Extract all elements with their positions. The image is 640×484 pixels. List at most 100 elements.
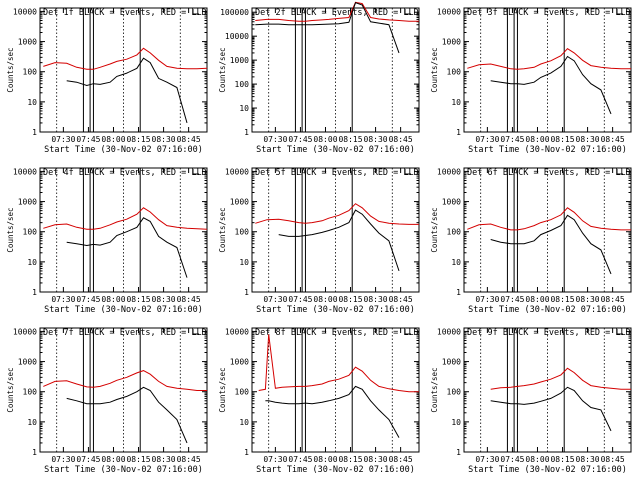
y-tick-label: 100 bbox=[23, 388, 38, 397]
y-tick-label: 100 bbox=[447, 228, 462, 237]
y-tick-label: 10000 bbox=[13, 7, 37, 16]
y-tick-label: 10 bbox=[239, 104, 249, 113]
y-axis-label: Counts/sec bbox=[430, 367, 439, 412]
y-tick-label: 1 bbox=[244, 288, 249, 297]
corner-mark bbox=[404, 169, 411, 175]
corner-mark bbox=[192, 9, 199, 15]
x-tick-label: 07:30 bbox=[475, 455, 499, 464]
series-events-line bbox=[490, 214, 612, 275]
y-tick-label: 100 bbox=[23, 228, 38, 237]
corner-mark bbox=[192, 169, 199, 175]
y-tick-label: 10 bbox=[451, 98, 461, 107]
series-lld-line bbox=[43, 207, 208, 230]
chart-title: Det 9f BLACK = Events, RED = LLD bbox=[467, 328, 631, 338]
x-tick-label: 08:30 bbox=[364, 455, 388, 464]
x-axis-label: Start Time (30-Nov-02 07:16:00) bbox=[468, 145, 627, 155]
x-tick-label: 08:15 bbox=[338, 295, 362, 304]
x-tick-label: 07:45 bbox=[500, 455, 524, 464]
y-axis-label: Counts/sec bbox=[218, 207, 227, 252]
x-axis-label: Start Time (30-Nov-02 07:16:00) bbox=[44, 145, 203, 155]
x-tick-label: 08:45 bbox=[601, 135, 625, 144]
series-events-line bbox=[265, 385, 400, 438]
x-tick-label: 08:15 bbox=[550, 455, 574, 464]
y-tick-label: 1 bbox=[32, 448, 37, 457]
y-tick-label: 1 bbox=[244, 128, 249, 137]
panel-7: Det 7f BLACK = Events, RED = LLD 1 10 100 10… bbox=[6, 327, 208, 475]
x-tick-label: 08:00 bbox=[101, 455, 125, 464]
chart-title: Det 2f BLACK = Events, RED = LLD bbox=[255, 8, 419, 18]
y-axis-label: Counts/sec bbox=[6, 367, 15, 412]
series-events-line bbox=[490, 55, 612, 115]
y-tick-label: 10000 bbox=[437, 167, 461, 176]
chart-title: Det 4f BLACK = Events, RED = LLD bbox=[43, 168, 207, 178]
x-tick-label: 08:00 bbox=[525, 135, 549, 144]
y-tick-label: 10 bbox=[239, 418, 249, 427]
x-tick-label: 07:30 bbox=[263, 295, 287, 304]
y-tick-label: 10000 bbox=[225, 32, 249, 41]
x-tick-label: 07:45 bbox=[76, 455, 100, 464]
x-axis-label: Start Time (30-Nov-02 07:16:00) bbox=[44, 305, 203, 315]
x-tick-label: 07:45 bbox=[76, 135, 100, 144]
x-tick-label: 07:30 bbox=[475, 135, 499, 144]
x-tick-label: 08:30 bbox=[576, 295, 600, 304]
corner-mark bbox=[192, 329, 199, 335]
series-lld-line bbox=[490, 367, 631, 390]
y-tick-label: 1000 bbox=[442, 198, 461, 207]
series-events-line bbox=[66, 57, 188, 124]
x-tick-label: 07:30 bbox=[51, 455, 75, 464]
y-tick-label: 10000 bbox=[437, 327, 461, 336]
x-tick-label: 08:00 bbox=[101, 295, 125, 304]
x-tick-label: 07:30 bbox=[475, 295, 499, 304]
y-tick-label: 1000 bbox=[18, 38, 37, 47]
series-events-line bbox=[66, 386, 188, 444]
y-tick-label: 1 bbox=[32, 128, 37, 137]
series-events-line bbox=[490, 386, 612, 432]
x-tick-label: 07:30 bbox=[51, 295, 75, 304]
x-tick-label: 08:00 bbox=[313, 135, 337, 144]
x-tick-label: 07:30 bbox=[51, 135, 75, 144]
series-lld-line bbox=[43, 47, 208, 70]
x-tick-label: 08:30 bbox=[152, 135, 176, 144]
y-tick-label: 1000 bbox=[18, 198, 37, 207]
y-tick-label: 10000 bbox=[437, 7, 461, 16]
corner-mark bbox=[616, 169, 623, 175]
x-tick-label: 08:00 bbox=[313, 295, 337, 304]
y-tick-label: 1000 bbox=[442, 358, 461, 367]
x-tick-label: 08:00 bbox=[101, 135, 125, 144]
y-tick-label: 10000 bbox=[13, 327, 37, 336]
y-tick-label: 1 bbox=[456, 128, 461, 137]
x-axis-label: Start Time (30-Nov-02 07:16:00) bbox=[256, 305, 415, 315]
panel-6: Det 6f BLACK = Events, RED = LLD 1 10 100 10… bbox=[430, 167, 632, 315]
x-tick-label: 08:15 bbox=[338, 135, 362, 144]
x-axis-label: Start Time (30-Nov-02 07:16:00) bbox=[256, 465, 415, 475]
y-axis-label: Counts/sec bbox=[430, 47, 439, 92]
y-tick-label: 10 bbox=[239, 258, 249, 267]
panel-4: Det 4f BLACK = Events, RED = LLD 1 10 100 10… bbox=[6, 167, 208, 315]
x-tick-label: 07:45 bbox=[288, 455, 312, 464]
panel-5: Det 5f BLACK = Events, RED = LLD 1 10 100 10… bbox=[218, 167, 420, 315]
chart-title: Det 5f BLACK = Events, RED = LLD bbox=[255, 168, 419, 178]
x-axis-label: Start Time (30-Nov-02 07:16:00) bbox=[256, 145, 415, 155]
corner-mark bbox=[616, 329, 623, 335]
x-tick-label: 07:30 bbox=[263, 455, 287, 464]
x-tick-label: 07:45 bbox=[288, 295, 312, 304]
y-tick-label: 1000 bbox=[230, 198, 249, 207]
series-lld-line bbox=[255, 1, 419, 22]
y-tick-label: 100 bbox=[235, 228, 250, 237]
y-tick-label: 10 bbox=[451, 418, 461, 427]
corner-mark bbox=[404, 9, 411, 15]
y-tick-label: 1 bbox=[32, 288, 37, 297]
x-tick-label: 08:30 bbox=[576, 135, 600, 144]
panel-2: Det 2f BLACK = Events, RED = LLD 1 10 100 10… bbox=[218, 1, 420, 155]
series-lld-line bbox=[43, 370, 207, 391]
x-tick-label: 08:30 bbox=[364, 135, 388, 144]
y-tick-label: 10 bbox=[27, 258, 37, 267]
y-tick-label: 1000 bbox=[442, 38, 461, 47]
y-axis-label: Counts/sec bbox=[430, 207, 439, 252]
y-tick-label: 10000 bbox=[13, 167, 37, 176]
y-tick-label: 1000 bbox=[18, 358, 37, 367]
x-tick-label: 08:30 bbox=[364, 295, 388, 304]
y-axis-label: Counts/sec bbox=[6, 207, 15, 252]
series-events-line bbox=[255, 2, 400, 54]
